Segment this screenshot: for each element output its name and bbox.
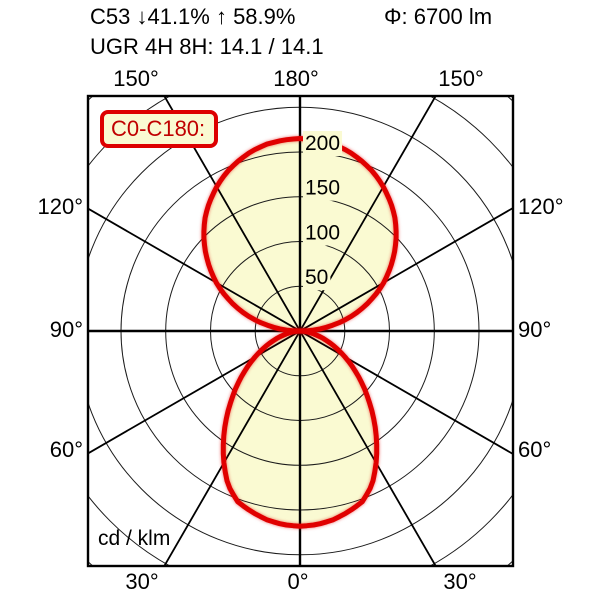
chart-border — [86, 94, 515, 568]
c-plane-legend-badge: C0-C180: — [100, 110, 219, 148]
angle-label-bottom-left-30: 30° — [125, 569, 159, 594]
radial-tick-200: 200 — [303, 131, 343, 156]
c0-c180-curve-upper-lobe — [201, 136, 399, 334]
angle-label-right-60: 60° — [518, 437, 552, 462]
angle-label-right-90: 90° — [518, 317, 552, 342]
radial-tick-100-label: 100 — [305, 222, 340, 245]
c-plane-percentages-text: C53 ↓41.1% ↑ 58.9% — [90, 4, 296, 29]
radial-tick-150: 150 — [303, 175, 343, 201]
radial-tick-50: 50 — [303, 265, 331, 291]
angle-label-right-120: 120° — [518, 194, 564, 219]
radial-tick-50-label: 50 — [305, 266, 328, 289]
luminous-flux-text: Φ: 6700 lm — [384, 4, 493, 29]
radial-tick-100: 100 — [303, 220, 343, 246]
radial-tick-150-label: 150 — [305, 177, 340, 200]
radial-tick-200-label: 200 — [305, 132, 340, 155]
angle-label-top-right-150: 150° — [438, 66, 484, 91]
angle-label-top-left-150: 150° — [113, 66, 159, 91]
angle-label-left-60: 60° — [49, 437, 83, 462]
unit-label: cd / klm — [98, 527, 171, 550]
ugr-text: UGR 4H 8H: 14.1 / 14.1 — [90, 34, 324, 59]
radial-scale-labels: 50 100 150 200 — [303, 131, 343, 291]
c0-c180-curve-lower-lobe — [220, 328, 380, 529]
angle-label-bottom-0: 0° — [287, 569, 309, 594]
angle-label-left-120: 120° — [37, 194, 83, 219]
angle-label-bottom-right-30: 30° — [443, 569, 477, 594]
angle-label-left-90: 90° — [49, 317, 83, 342]
angle-label-top-180: 180° — [273, 66, 319, 91]
